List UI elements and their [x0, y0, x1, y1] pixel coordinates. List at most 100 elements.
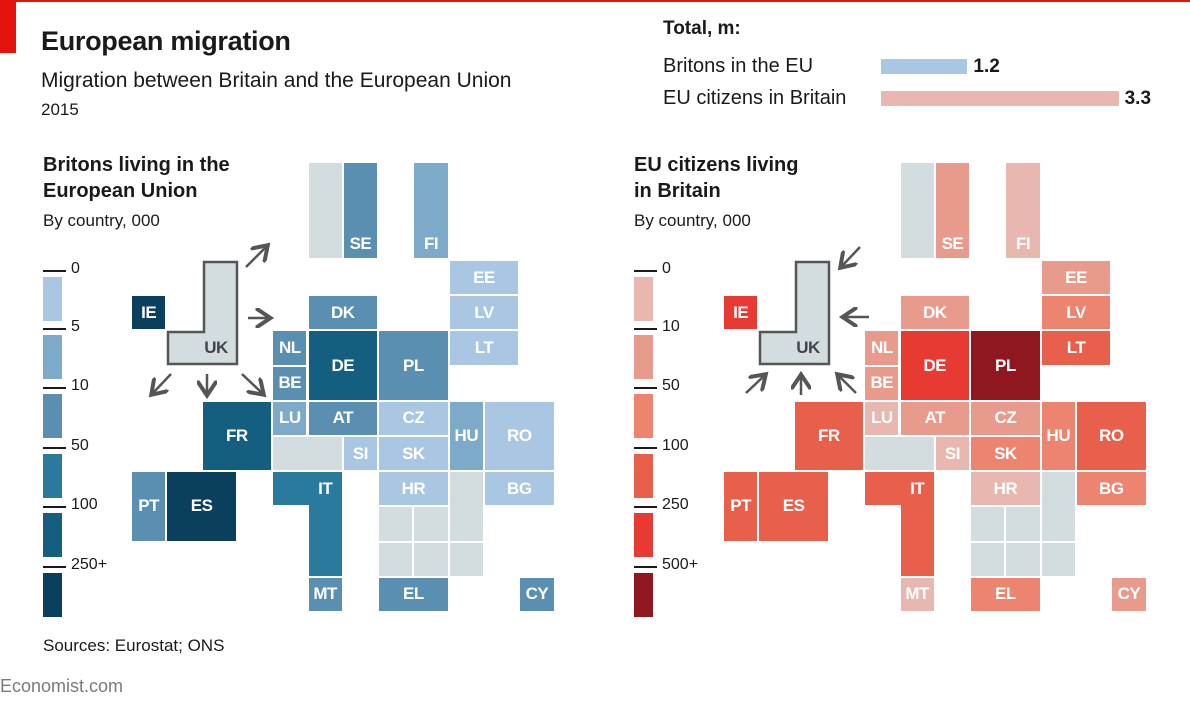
country-tile-at: AT	[900, 401, 970, 435]
country-tile-fi: FI	[414, 163, 448, 258]
country-tile-hr: HR	[379, 472, 448, 506]
top-rule	[0, 0, 1190, 2]
country-tile-se: SE	[343, 163, 378, 258]
country-tile-cz: CZ	[379, 401, 448, 435]
legend-tick-label: 100	[71, 496, 98, 513]
empty-tile	[865, 437, 934, 471]
country-tile-nl: NL	[273, 331, 307, 365]
country-tile-ro: RO	[485, 401, 554, 471]
country-tile-mt: MT	[900, 577, 934, 611]
country-tile-it-part	[900, 505, 934, 576]
country-tile-pl: PL	[971, 331, 1040, 400]
country-tile-es: ES	[759, 472, 828, 541]
empty-tile	[379, 507, 413, 541]
country-tile-it-part	[273, 472, 310, 506]
legend-swatch	[634, 394, 653, 438]
country-tile-se: SE	[935, 163, 970, 258]
arrow-icon	[245, 247, 266, 268]
country-tile-at: AT	[308, 401, 378, 435]
country-tile-pt: PT	[724, 472, 758, 541]
legend-tick-label: 5	[71, 318, 80, 335]
country-tile-fi: FI	[1006, 163, 1040, 258]
country-tile-it: IT	[900, 472, 934, 506]
total-value-britons: 1.2	[973, 56, 1000, 77]
legend-tick-label: 500+	[662, 556, 699, 573]
legend-tick	[43, 566, 66, 568]
country-tile-ro: RO	[1077, 401, 1146, 471]
country-tile-fr: FR	[202, 401, 272, 471]
legend-tick	[634, 270, 657, 272]
country-tile-es: ES	[167, 472, 236, 541]
legend-tick	[43, 328, 66, 330]
country-tile-mt: MT	[308, 577, 342, 611]
legend-swatch	[634, 573, 653, 617]
country-tile-cy: CY	[520, 577, 554, 611]
total-bar-eu-citizens	[881, 91, 1119, 106]
empty-tile	[900, 163, 934, 258]
country-tile-ie: IE	[724, 296, 758, 330]
total-label-eu-citizens: EU citizens in Britain	[663, 87, 847, 109]
empty-tile	[273, 437, 342, 471]
legend-swatch	[634, 277, 653, 321]
legend-tick-label: 250+	[71, 556, 108, 573]
legend-tick-label: 10	[662, 318, 680, 335]
legend-tick-label: 50	[71, 437, 89, 454]
legend-swatch	[43, 573, 62, 617]
empty-tile	[971, 542, 1005, 576]
country-tile-nl: NL	[865, 331, 899, 365]
legend-tick-label: 0	[71, 260, 80, 277]
right-title-line2: in Britain	[634, 180, 721, 202]
legend-swatch	[43, 513, 62, 557]
country-tile-ie: IE	[132, 296, 166, 330]
country-tile-cy: CY	[1112, 577, 1146, 611]
total-value-eu-citizens: 3.3	[1124, 88, 1152, 109]
legend-tick	[43, 387, 66, 389]
arrow-icon	[842, 246, 861, 266]
country-tile-be: BE	[273, 366, 307, 400]
legend-tick-label: 50	[662, 377, 680, 394]
legend-tick	[634, 328, 657, 330]
country-tile-sk: SK	[971, 437, 1040, 471]
uk-label-left: UK	[204, 338, 228, 357]
arrow-icon	[241, 373, 262, 393]
empty-tile	[1006, 542, 1040, 576]
country-tile-hr: HR	[971, 472, 1040, 506]
right-panel-title: EU citizens living in Britain	[634, 152, 798, 204]
total-bar-britons	[881, 59, 968, 74]
empty-tile	[414, 507, 448, 541]
legend-swatch	[43, 335, 62, 379]
sources-note: Sources: Eurostat; ONS	[43, 636, 225, 655]
empty-tile	[449, 472, 483, 541]
left-title-line2: European Union	[43, 180, 198, 202]
country-tile-lu: LU	[865, 401, 899, 435]
country-tile-lt: LT	[449, 331, 519, 365]
country-tile-pl: PL	[379, 331, 448, 400]
empty-tile	[379, 542, 413, 576]
country-tile-sk: SK	[379, 437, 448, 471]
country-tile-pt: PT	[132, 472, 166, 541]
right-title-line1: EU citizens living	[634, 154, 799, 176]
legend-tick	[634, 447, 657, 449]
legend-tick-label: 10	[71, 377, 89, 394]
country-tile-be: BE	[865, 366, 899, 400]
arrow-icon	[839, 376, 857, 394]
empty-tile	[1041, 472, 1075, 541]
arrow-icon	[745, 376, 764, 394]
legend-tick-label: 100	[662, 437, 689, 454]
right-panel-subtitle: By country, 000	[634, 211, 751, 230]
legend-swatch	[43, 277, 62, 321]
country-tile-lt: LT	[1041, 331, 1111, 365]
country-tile-it-part	[865, 472, 902, 506]
uk-label-right: UK	[796, 338, 820, 357]
legend-swatch	[634, 454, 653, 498]
chart-subtitle: Migration between Britain and the Europe…	[41, 69, 512, 92]
country-tile-it-part	[308, 505, 342, 576]
legend-swatch	[634, 335, 653, 379]
country-tile-hu: HU	[1041, 401, 1075, 471]
legend-swatch	[43, 394, 62, 438]
country-tile-el: EL	[971, 577, 1040, 611]
total-label-britons: Britons in the EU	[663, 55, 814, 77]
country-tile-dk: DK	[900, 296, 970, 330]
legend-swatch	[43, 454, 62, 498]
legend-tick	[634, 506, 657, 508]
